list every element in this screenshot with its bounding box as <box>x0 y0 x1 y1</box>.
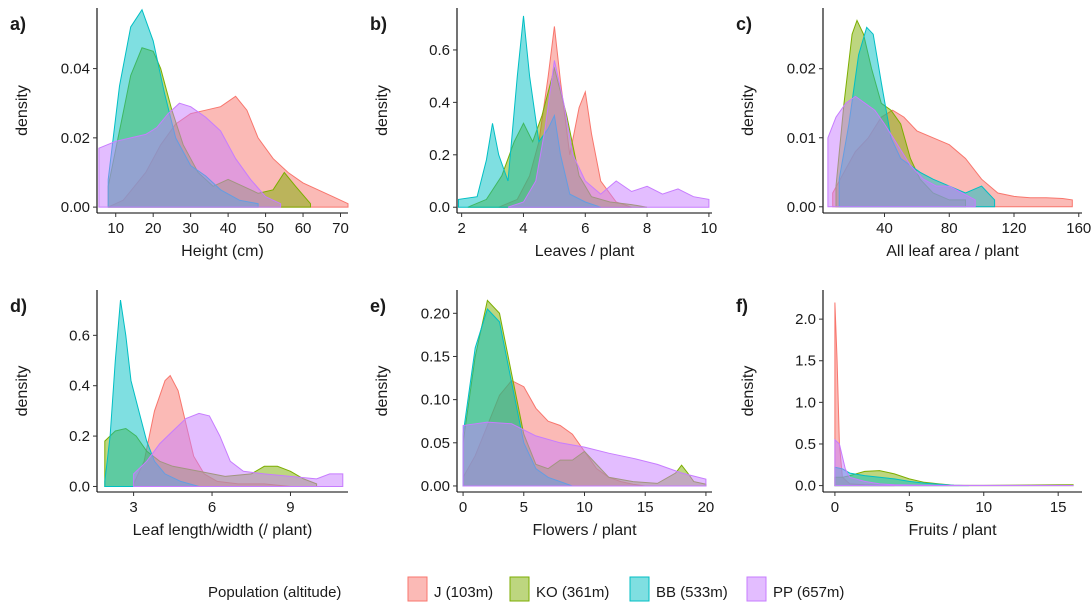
y-tick-label: 0.20 <box>421 305 450 322</box>
x-tick-label: 10 <box>701 220 718 237</box>
panel-label: d) <box>10 296 27 316</box>
x-tick-label: 0 <box>459 499 467 516</box>
density-area <box>133 412 344 487</box>
x-tick-label: 3 <box>129 499 137 516</box>
density-area <box>834 302 895 487</box>
x-tick-label: 160 <box>1066 220 1091 237</box>
panel-label: b) <box>370 14 387 34</box>
density-area <box>827 95 976 208</box>
y-tick-label: 0.4 <box>69 378 90 395</box>
density-area <box>834 438 1074 487</box>
legend-key <box>407 576 428 602</box>
y-tick-label: 0.2 <box>429 147 450 164</box>
x-axis-title: Fruits / plant <box>908 522 997 539</box>
legend-label: BB (533m) <box>656 584 728 601</box>
x-tick-label: 120 <box>1001 220 1026 237</box>
y-tick-label: 0.04 <box>61 61 90 78</box>
x-tick-label: 9 <box>286 499 294 516</box>
y-axis-title: density <box>374 366 391 417</box>
x-tick-label: 15 <box>1050 499 1067 516</box>
x-tick-label: 70 <box>332 220 349 237</box>
y-tick-label: 0.05 <box>421 435 450 452</box>
x-tick-label: 8 <box>643 220 651 237</box>
x-tick-label: 10 <box>576 499 593 516</box>
y-tick-label: 0.0 <box>795 478 816 495</box>
y-tick-label: 0.6 <box>69 327 90 344</box>
y-tick-label: 0.00 <box>421 478 450 495</box>
y-tick-label: 1.0 <box>795 394 816 411</box>
x-tick-label: 5 <box>520 499 528 516</box>
legend-key <box>629 576 650 602</box>
x-tick-label: 20 <box>145 220 162 237</box>
x-axis-title: All leaf area / plant <box>886 243 1019 260</box>
x-tick-label: 40 <box>220 220 237 237</box>
x-tick-label: 15 <box>637 499 654 516</box>
y-tick-label: 0.00 <box>61 199 90 216</box>
y-tick-label: 0.0 <box>429 199 450 216</box>
y-tick-label: 1.5 <box>795 353 816 370</box>
x-tick-label: 30 <box>182 220 199 237</box>
legend-key <box>746 576 767 602</box>
y-tick-label: 0.15 <box>421 348 450 365</box>
y-axis-title: density <box>374 85 391 136</box>
panel-2: 40 80 120 160 0.00 0.01 0.02 All leaf area / pl… <box>736 8 1091 260</box>
panel-1: 2 4 6 8 10 0.0 0.2 0.4 0.6 Leaves / plant density b… <box>370 8 717 260</box>
density-area <box>462 421 707 487</box>
y-tick-label: 0.4 <box>429 94 450 111</box>
y-tick-label: 0.5 <box>795 436 816 453</box>
x-axis-title: Flowers / plant <box>532 522 637 539</box>
y-tick-label: 0.00 <box>787 199 816 216</box>
legend-title: Population (altitude) <box>208 584 341 601</box>
x-tick-label: 5 <box>905 499 913 516</box>
x-tick-label: 80 <box>941 220 958 237</box>
y-tick-label: 0.01 <box>787 130 816 147</box>
x-tick-label: 2 <box>457 220 465 237</box>
x-tick-label: 20 <box>698 499 715 516</box>
x-axis-title: Height (cm) <box>181 243 264 260</box>
y-axis-title: density <box>14 85 31 136</box>
legend-key <box>509 576 530 602</box>
y-axis-title: density <box>14 366 31 417</box>
panel-label: a) <box>10 14 26 34</box>
panel-label: e) <box>370 296 386 316</box>
x-tick-label: 40 <box>876 220 893 237</box>
y-axis-title: density <box>740 366 757 417</box>
density-area <box>98 102 282 208</box>
y-tick-label: 0.0 <box>69 478 90 495</box>
panel-label: f) <box>736 296 748 316</box>
y-tick-label: 0.2 <box>69 428 90 445</box>
legend-label: KO (361m) <box>536 584 609 601</box>
x-tick-label: 6 <box>208 499 216 516</box>
panel-3: 3 6 9 0.0 0.2 0.4 0.6 Leaf length/width (/ plan… <box>10 290 348 539</box>
x-tick-label: 60 <box>295 220 312 237</box>
y-axis-title: density <box>740 85 757 136</box>
y-tick-label: 0.02 <box>61 130 90 147</box>
x-tick-label: 50 <box>257 220 274 237</box>
x-tick-label: 10 <box>975 499 992 516</box>
legend-label: J (103m) <box>434 584 493 601</box>
panel-label: c) <box>736 14 752 34</box>
y-tick-label: 0.02 <box>787 61 816 78</box>
y-tick-label: 0.6 <box>429 42 450 59</box>
x-axis-title: Leaf length/width (/ plant) <box>133 522 313 539</box>
legend: Population (altitude) J (103m) KO (361m) BB… <box>208 576 844 602</box>
panel-5: 0 5 10 15 0.0 0.5 1.0 1.5 2.0 Fruits / plant densi… <box>736 290 1082 539</box>
x-axis-title: Leaves / plant <box>535 243 635 260</box>
y-tick-label: 0.10 <box>421 392 450 409</box>
x-tick-label: 4 <box>519 220 527 237</box>
y-tick-label: 2.0 <box>795 311 816 328</box>
x-tick-label: 0 <box>831 499 839 516</box>
panel-0: 10 20 30 40 50 60 70 0.00 0.02 0.04 Height (cm) den… <box>10 8 349 260</box>
density-area <box>507 60 710 208</box>
legend-label: PP (657m) <box>773 584 844 601</box>
x-tick-label: 6 <box>581 220 589 237</box>
x-tick-label: 10 <box>107 220 124 237</box>
panel-4: 0 5 10 15 20 0.00 0.05 0.10 0.15 0.20 Flowers / pl… <box>370 290 714 539</box>
